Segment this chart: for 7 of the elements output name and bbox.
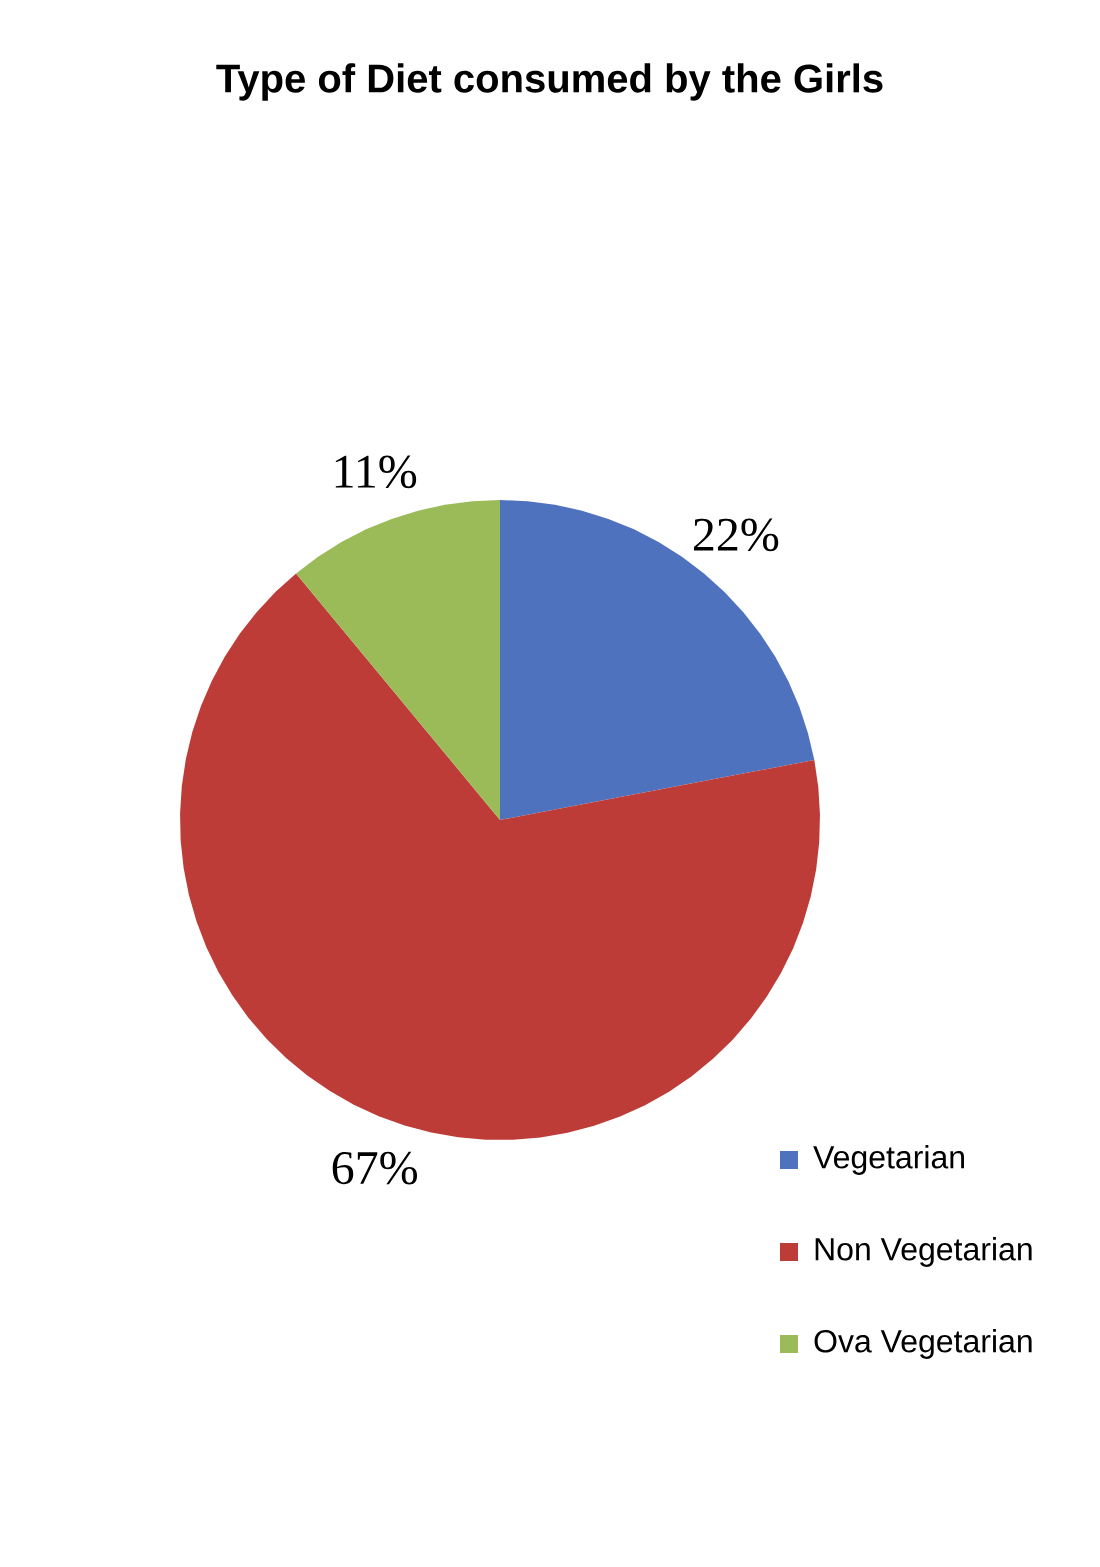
data-label: 67%	[332, 1151, 418, 1185]
legend-label: Ova Vegetarian	[814, 1329, 1032, 1359]
chart-title: Type of Diet consumed by the Girls	[216, 63, 883, 101]
legend-label: Vegetarian	[813, 1145, 964, 1175]
data-label: 22%	[693, 518, 779, 552]
legend-label: Non Vegetarian	[815, 1237, 1032, 1267]
data-label: 11%	[335, 455, 417, 489]
